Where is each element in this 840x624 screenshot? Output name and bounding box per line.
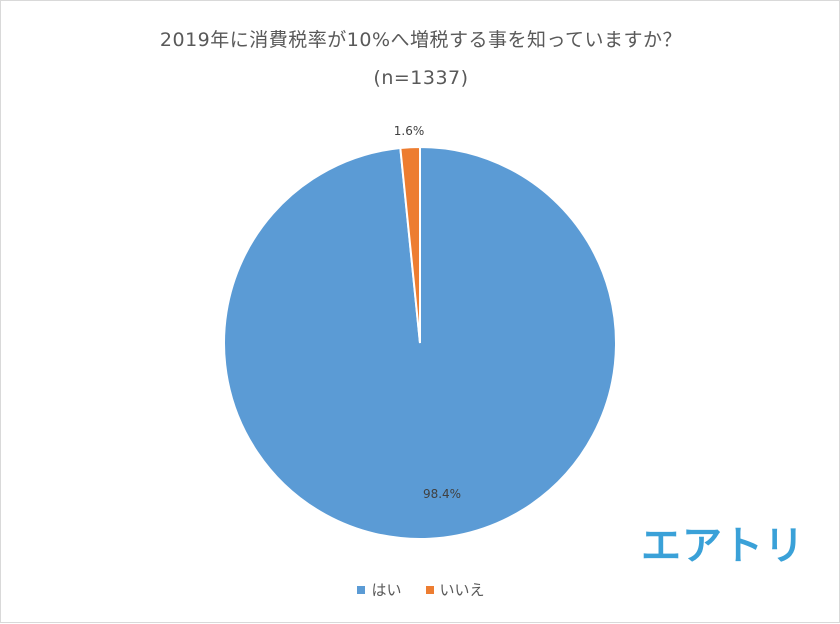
legend-item-yes: はい <box>357 579 402 600</box>
legend: はい いいえ <box>1 579 840 600</box>
data-label-yes: 98.4% <box>423 487 461 501</box>
legend-item-no: いいえ <box>425 579 485 600</box>
pie-slice-no <box>399 145 421 344</box>
data-label-no: 1.6% <box>394 124 425 138</box>
brand-logo: エアトリ <box>641 523 805 569</box>
legend-swatch-yes <box>357 585 366 594</box>
legend-label-yes: はい <box>371 581 402 599</box>
chart-subtitle: (n=1337) <box>373 67 469 89</box>
legend-label-no: いいえ <box>439 581 485 599</box>
legend-swatch-no <box>425 585 434 594</box>
chart-title: 2019年に消費税率が10%へ増税する事を知っていますか？ <box>159 29 683 51</box>
